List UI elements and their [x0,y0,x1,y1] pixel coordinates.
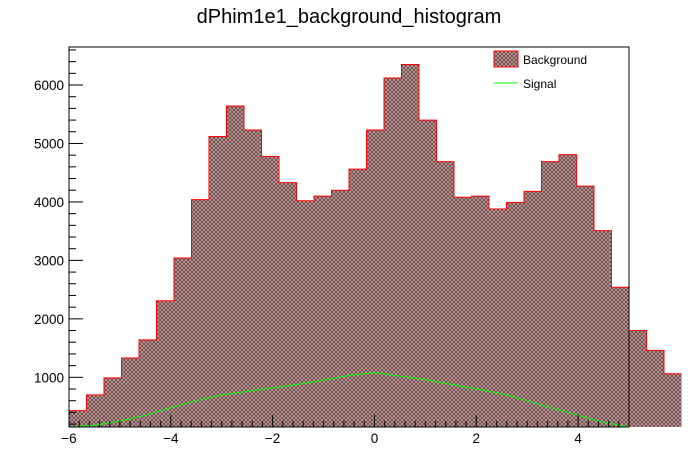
background-bar [174,258,192,427]
background-bar [314,196,332,427]
background-bar [664,373,682,427]
background-bar [244,130,262,427]
background-bar [436,161,454,428]
background-bar [594,230,612,427]
background-bar [576,186,594,427]
y-tick-label: 4000 [34,195,64,210]
background-bar [156,300,174,427]
background-bar [104,377,122,427]
background-bar [401,64,419,428]
legend-swatch-background [493,50,519,68]
background-outline [68,64,682,427]
background-bar [86,394,104,427]
background-bar [419,120,437,428]
y-tick-label: 6000 [34,78,64,93]
background-bar [69,410,87,427]
background-bar [541,161,559,428]
y-tick-label: 5000 [34,136,64,151]
x-tick-label: 0 [371,431,379,446]
x-tick-label: 4 [574,431,582,446]
background-bar [366,130,384,427]
background-bar [489,208,507,427]
signal-line [68,372,630,428]
background-bar [139,339,157,427]
background-bar [121,358,139,427]
background-bar [349,169,367,427]
legend: Background Signal [493,50,587,91]
legend-label-background: Background [523,53,587,67]
y-tick-label: 2000 [34,312,64,327]
x-tick-label: −2 [265,431,280,446]
background-bar [209,136,227,427]
background-bar [279,182,297,427]
background-bar [506,202,524,427]
signal-series [68,372,630,428]
background-bars [68,64,682,428]
x-tick-label: −6 [61,431,76,446]
background-bar [611,287,629,427]
background-bar [559,154,577,428]
background-bar [261,156,279,428]
y-axis: 1000 2000 3000 4000 5000 6000 [34,49,83,425]
y-tick-label: 3000 [34,253,64,268]
background-bar [454,197,472,427]
background-bar [331,190,349,427]
background-bar [646,350,664,427]
background-bar [629,330,647,427]
background-bar [296,200,314,427]
background-bar [384,77,402,427]
x-tick-label: −4 [163,431,179,446]
background-bar [191,199,209,427]
x-tick-label: 2 [473,431,481,446]
chart-title: dPhim1e1_background_histogram [197,6,502,28]
legend-label-signal: Signal [523,77,556,91]
background-bar [471,196,489,427]
background-bar [524,191,542,427]
background-bar [226,106,244,428]
y-tick-label: 1000 [34,370,64,385]
x-axis: −6 −4 −2 0 2 4 [61,415,630,446]
